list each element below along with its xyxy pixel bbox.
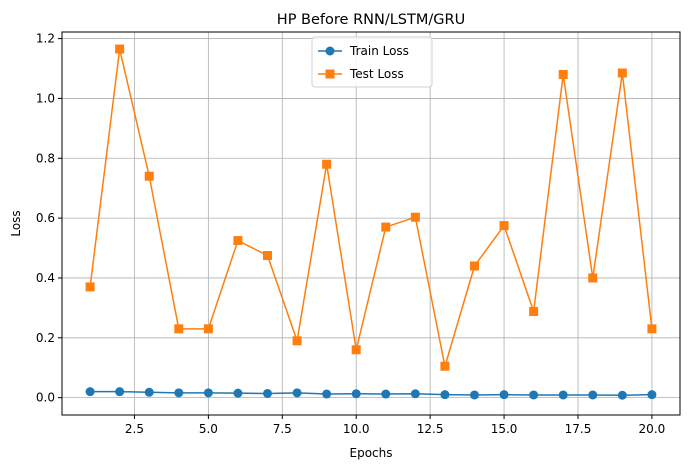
test-loss-point — [144, 171, 154, 181]
test-loss-point — [263, 251, 273, 261]
test-loss-point — [115, 44, 125, 54]
train-loss-point — [529, 390, 539, 400]
train-loss-point — [617, 390, 627, 400]
y-tick-label: 0.4 — [36, 271, 55, 285]
train-loss-point — [292, 388, 302, 398]
y-tick-label: 0.6 — [36, 211, 55, 225]
train-loss-point — [588, 390, 598, 400]
y-axis-title: Loss — [9, 210, 23, 236]
train-loss-point — [410, 389, 420, 399]
test-loss-point — [617, 68, 627, 78]
test-loss-point — [381, 222, 391, 232]
x-tick-label: 7.5 — [273, 422, 292, 436]
test-loss-point — [351, 345, 361, 355]
train-loss-line — [90, 390, 652, 397]
y-tick-label: 1.0 — [36, 91, 55, 105]
train-loss-point — [144, 387, 154, 397]
legend-train-loss-label: Train Loss — [349, 44, 409, 58]
series-layer — [85, 44, 657, 400]
test-loss-point — [203, 324, 213, 334]
test-loss-point — [174, 324, 184, 334]
test-loss-point — [440, 361, 450, 371]
train-loss-point — [381, 389, 391, 399]
test-loss-series — [85, 44, 657, 371]
test-loss-point — [410, 212, 420, 222]
test-loss-point — [588, 273, 598, 283]
plot-frame — [61, 31, 681, 416]
x-tick-label: 20.0 — [639, 422, 666, 436]
test-loss-point — [529, 306, 539, 316]
train-loss-point — [85, 387, 95, 397]
x-tick-label: 12.5 — [417, 422, 444, 436]
train-loss-point — [647, 390, 657, 400]
y-tick-label: 0.0 — [36, 391, 55, 405]
y-tick-label: 0.8 — [36, 151, 55, 165]
axis-ticks: 2.5 5.0 7.5 10.0 12.5 15.0 17.5 20.0 0.0 0.2 0.4 0.… — [36, 32, 665, 436]
x-tick-label: 15.0 — [491, 422, 518, 436]
x-axis-title: Epochs — [350, 446, 393, 460]
train-loss-point — [203, 388, 213, 398]
chart-title: HP Before RNN/LSTM/GRU — [277, 12, 465, 28]
train-loss-point — [174, 388, 184, 398]
x-tick-label: 2.5 — [125, 422, 144, 436]
legend-test-loss-marker — [325, 69, 335, 79]
train-loss-point — [233, 388, 243, 398]
x-tick-label: 5.0 — [199, 422, 218, 436]
train-loss-point — [263, 388, 273, 398]
train-loss-point — [558, 390, 568, 400]
train-loss-point — [115, 387, 125, 397]
train-loss-point — [322, 389, 332, 399]
legend: Train Loss Test Loss — [311, 36, 433, 88]
train-loss-point — [469, 390, 479, 400]
test-loss-point — [292, 336, 302, 346]
legend-train-loss-marker — [325, 46, 335, 56]
y-tick-label: 1.2 — [36, 32, 55, 46]
test-loss-point — [85, 282, 95, 292]
train-loss-series — [85, 387, 657, 400]
train-loss-point — [499, 390, 509, 400]
train-loss-point — [440, 390, 450, 400]
test-loss-point — [469, 261, 479, 271]
test-loss-point — [499, 221, 509, 231]
x-tick-label: 17.5 — [565, 422, 592, 436]
test-loss-point — [322, 159, 332, 169]
test-loss-point — [558, 69, 568, 79]
test-loss-point — [233, 236, 243, 246]
x-tick-label: 10.0 — [343, 422, 370, 436]
test-loss-line — [89, 48, 653, 367]
legend-test-loss-label: Test Loss — [349, 67, 404, 81]
test-loss-point — [647, 324, 657, 334]
train-loss-point — [351, 389, 361, 399]
y-tick-label: 0.2 — [36, 331, 55, 345]
